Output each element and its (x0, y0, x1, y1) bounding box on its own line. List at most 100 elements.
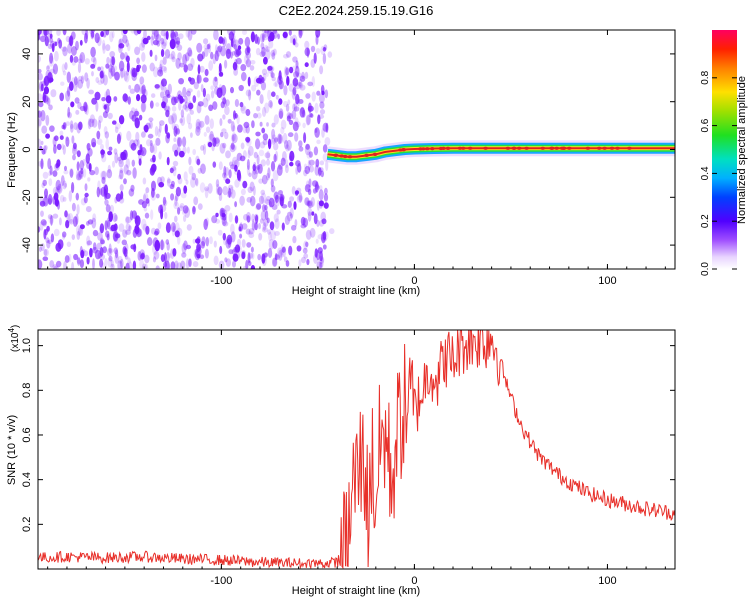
spectral-blob (312, 188, 317, 194)
spectral-blob (257, 253, 262, 261)
spectral-blob (191, 172, 197, 181)
spectral-blob (260, 81, 267, 91)
spectral-blob (281, 246, 286, 253)
spectral-blob (76, 161, 80, 171)
spectral-blob (241, 251, 246, 260)
spectral-blob (187, 63, 194, 71)
spectral-blob (64, 183, 67, 188)
spectral-blob (39, 35, 46, 43)
spectral-blob (99, 258, 104, 268)
spectral-blob (42, 220, 47, 227)
spectral-blob (278, 249, 283, 261)
spectral-blob (248, 228, 255, 235)
spectral-blob (306, 258, 310, 266)
spectral-blob (298, 192, 303, 203)
spectral-blob (185, 30, 191, 38)
spectral-blob (242, 126, 248, 134)
spectral-blob (253, 162, 257, 168)
spectral-blob (90, 63, 96, 69)
spectral-blob (248, 172, 252, 178)
spectral-blob (182, 210, 185, 215)
spectral-blob (49, 68, 56, 74)
spectral-blob (298, 99, 304, 104)
spectral-blob (171, 56, 176, 63)
spectral-blob (271, 137, 276, 145)
spectral-blob (118, 43, 125, 49)
spectral-blob (53, 228, 60, 237)
spectral-blob (324, 187, 328, 195)
spectral-blob (230, 51, 233, 59)
spectral-blob (100, 31, 104, 37)
spectral-blob (283, 54, 289, 59)
spectral-blob (172, 165, 177, 177)
spectral-blob (146, 139, 152, 147)
spectral-blob (86, 235, 91, 247)
spectral-blob (295, 93, 300, 105)
spectral-blob (171, 105, 177, 112)
y-tick-label: 40 (21, 48, 33, 60)
spectral-blob (181, 104, 188, 111)
spectral-blob (69, 81, 74, 92)
spectral-blob (307, 211, 312, 222)
spectral-blob (267, 138, 272, 150)
spectral-blob (179, 118, 183, 124)
spectral-blob (210, 90, 215, 99)
spectral-blob (118, 38, 122, 50)
spectral-blob (307, 201, 312, 209)
spectral-blob (38, 160, 43, 167)
spectral-blob (228, 169, 232, 179)
spectral-blob (124, 72, 130, 83)
spectral-blob (140, 147, 147, 157)
spectral-blob (73, 122, 78, 130)
spectral-blob (119, 196, 125, 204)
spectral-blob (164, 212, 168, 219)
spectral-blob (234, 179, 240, 188)
spectral-blob (65, 90, 71, 102)
spectral-blob (303, 253, 309, 259)
spectral-blob (258, 178, 264, 184)
spectral-blob (258, 233, 263, 241)
spectral-blob (160, 239, 164, 251)
spectral-blob (108, 248, 114, 253)
spectral-blob (38, 259, 43, 269)
spectral-blob (317, 234, 324, 240)
spectral-blob (106, 56, 110, 65)
spectral-blob (226, 234, 233, 245)
spectral-blob (78, 170, 84, 180)
spectral-blob (222, 142, 227, 149)
spectral-blob (38, 246, 42, 252)
spectral-blob (130, 67, 136, 77)
spectral-blob (42, 256, 49, 262)
spectral-blob (40, 140, 44, 146)
spectral-blob (238, 226, 242, 232)
ridge-hotspot (554, 146, 560, 150)
spectral-blob (192, 148, 196, 156)
spectral-blob (166, 251, 170, 263)
spectral-blob (62, 144, 66, 155)
spectral-blob (111, 160, 116, 168)
spectral-blob (96, 186, 101, 198)
spectral-blob (94, 32, 100, 44)
spectral-blob (98, 119, 101, 130)
spectral-blob (174, 260, 179, 269)
spectral-blob (234, 215, 239, 224)
spectral-blob (311, 211, 315, 216)
spectral-blob (195, 126, 201, 137)
spectral-blob (195, 118, 201, 130)
spectral-blob (282, 30, 288, 40)
spectral-blob (274, 231, 280, 236)
spectral-blob (195, 178, 198, 186)
spectral-blob (245, 259, 249, 269)
spectral-blob (170, 95, 176, 101)
spectral-blob (225, 150, 231, 159)
spectral-blob (217, 186, 223, 196)
snr-y-axis-label: SNR (10 * v/v) (6, 415, 18, 485)
spectral-blob (211, 215, 218, 224)
spectral-blob (276, 164, 283, 176)
spectral-blob (275, 150, 279, 162)
spectral-blob (287, 99, 291, 105)
spectral-blob (75, 192, 80, 201)
spectral-blob (147, 237, 153, 246)
spectral-blob (72, 143, 77, 152)
spectral-blob (281, 222, 285, 231)
